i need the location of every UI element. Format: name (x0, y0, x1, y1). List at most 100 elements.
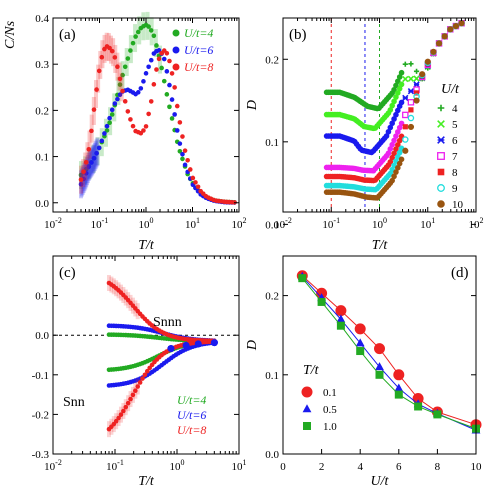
panel-a-xtick-label: 100 (139, 216, 154, 231)
data-point (398, 133, 405, 140)
panel-b-frame (282, 17, 477, 213)
legend-entry: 7 (452, 151, 458, 163)
panel-a-xtick-label: 102 (232, 216, 247, 231)
data-point (441, 33, 448, 40)
data-point (83, 160, 89, 165)
data-point (172, 112, 177, 117)
panel-b-ytick-label: 0.2 (265, 54, 279, 66)
panel-a: 10-2 10-1 100 101 102 0.0 0.1 0.2 0.3 0.4 (a) T/t C/… (3, 11, 247, 253)
data-point (413, 97, 420, 104)
data-point (435, 40, 443, 47)
data-point (408, 107, 414, 113)
panel-d-xtick-label: 8 (435, 461, 441, 473)
data-point (335, 305, 347, 317)
data-point (117, 76, 123, 82)
data-point (159, 65, 164, 71)
data-point (122, 99, 128, 104)
data-point (148, 99, 154, 104)
data-point (169, 71, 175, 76)
data-point (187, 167, 193, 172)
data-point (138, 86, 144, 91)
data-point (398, 99, 405, 106)
data-point (414, 402, 423, 411)
legend-marker (437, 120, 445, 128)
panel-c-ytick-label: 0.1 (35, 291, 49, 303)
panel-b: 10-2 10-1 100 101 102 0.0 0.1 0.2 (b) T/t D U/t 4 5 6 7… (245, 18, 484, 253)
panel-c-xtick-label: 10-1 (106, 458, 124, 473)
data-point (164, 50, 170, 56)
legend-marker (437, 152, 445, 160)
data-point (407, 88, 415, 95)
data-point (86, 164, 92, 170)
data-point (317, 297, 326, 306)
data-point (94, 150, 99, 156)
panel-b-xtick-label: 100 (372, 216, 387, 231)
legend-marker (437, 200, 445, 208)
data-point (394, 390, 403, 399)
panel-d-ylabel: D (245, 340, 260, 351)
data-point (143, 124, 149, 129)
data-point (135, 90, 141, 95)
data-point (167, 345, 175, 353)
panel-c-xlabel: T/t (138, 474, 155, 489)
data-point (458, 20, 465, 27)
data-point (78, 172, 84, 178)
legend-entry: 0.5 (323, 404, 337, 416)
data-point (182, 162, 188, 168)
data-point (120, 72, 125, 78)
data-point (140, 376, 145, 381)
data-point (91, 155, 97, 161)
data-point (419, 71, 426, 78)
data-point (121, 408, 126, 414)
legend-entry: 4 (452, 103, 458, 115)
annotation-snnn: Snnn (153, 315, 182, 330)
data-point (190, 175, 196, 181)
data-point (402, 94, 409, 102)
data-point (161, 56, 167, 62)
data-point (146, 64, 151, 70)
data-point (161, 78, 167, 84)
panel-b-ytick-label: 0.0 (265, 219, 279, 231)
panel-a-ytick-label: 0.2 (35, 105, 49, 117)
panel-b-xtick-label: 10-2 (274, 216, 292, 231)
panel-a-ytick-label: 0.1 (35, 152, 49, 164)
series-d-2 (298, 274, 480, 433)
data-point (94, 87, 99, 92)
panel-b-xtick-label: 102 (469, 216, 484, 231)
data-point (115, 96, 120, 102)
panel-a-xlabel: T/t (138, 238, 155, 253)
data-point (185, 157, 190, 163)
data-point (407, 75, 415, 82)
legend-entry: U/t=8 (177, 423, 206, 437)
data-point (102, 131, 107, 136)
data-point (182, 341, 190, 349)
panel-b-ylabel: D (245, 100, 260, 111)
legend-marker (437, 168, 445, 176)
data-point (375, 362, 384, 371)
data-point (452, 22, 460, 30)
legend-entry: 6 (452, 135, 458, 147)
panel-c-frame (52, 255, 240, 455)
data-point (180, 156, 185, 162)
data-point (424, 58, 431, 65)
data-point (133, 388, 138, 393)
panel-c-xtick-label: 10-2 (44, 458, 62, 473)
data-point (107, 120, 112, 126)
data-point (133, 34, 138, 39)
data-point (104, 128, 110, 133)
data-point (89, 160, 94, 165)
legend-entry: U/t=4 (184, 26, 213, 40)
data-point (354, 323, 366, 335)
legend-marker (303, 422, 311, 430)
data-point (413, 81, 420, 88)
panel-d-ytick-label: 0.2 (265, 291, 279, 303)
data-point (169, 116, 175, 121)
series-b-6 (323, 20, 465, 201)
data-point (96, 145, 102, 151)
legend-entry: 10 (452, 199, 464, 211)
data-point (78, 177, 84, 182)
panel-d-xtick-label: 0 (280, 461, 286, 473)
data-point (195, 184, 201, 190)
data-point (135, 29, 141, 35)
data-point (177, 120, 183, 125)
